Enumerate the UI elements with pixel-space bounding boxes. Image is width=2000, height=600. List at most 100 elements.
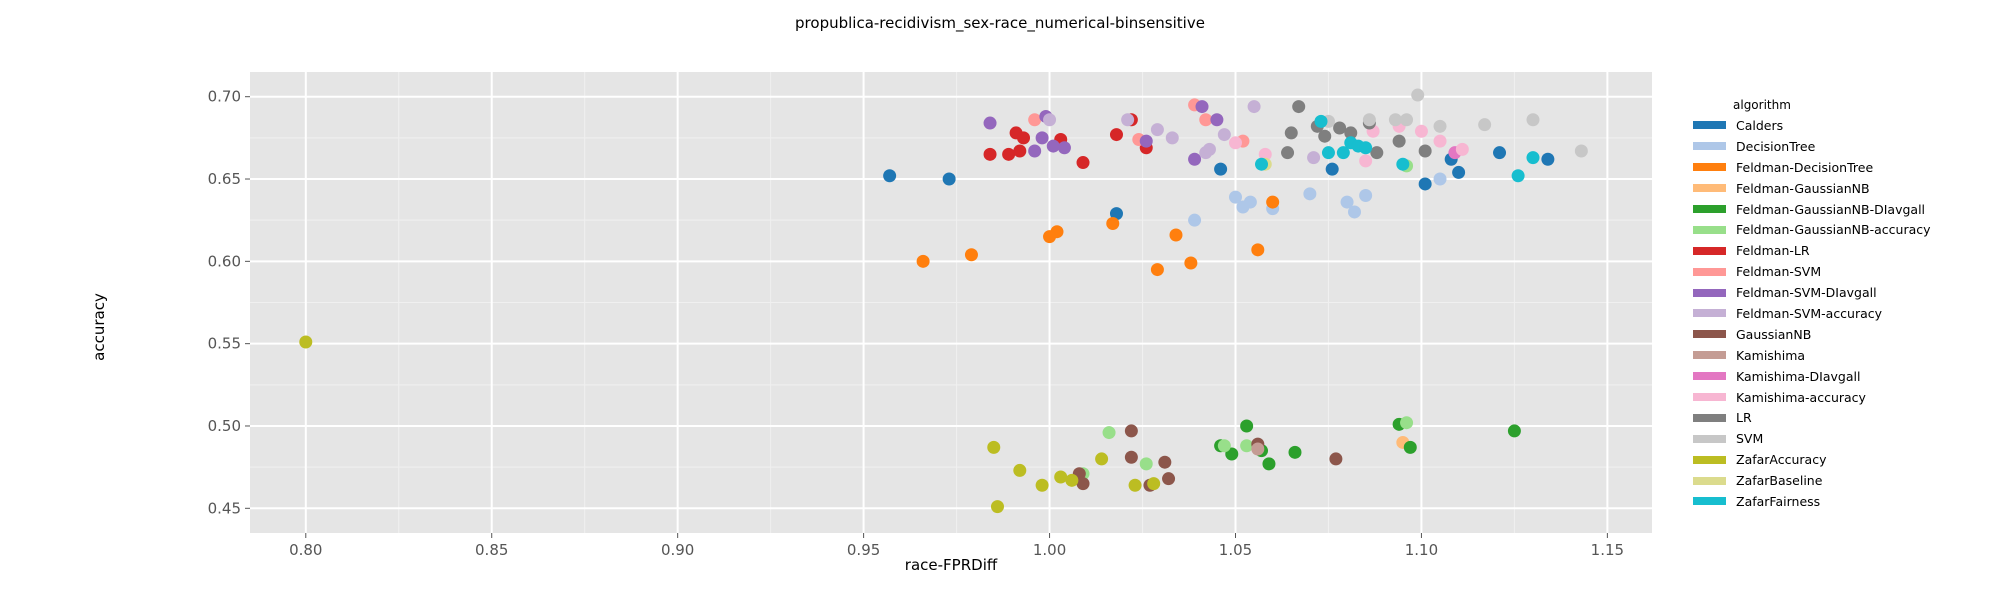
chart-title: propublica-recidivism_sex-race_numerical…	[795, 14, 1205, 32]
data-point-feldman-gaussiannb-diavgall	[1403, 440, 1417, 454]
data-point-feldman-svm-accuracy	[1165, 131, 1179, 145]
legend-label: LR	[1736, 410, 1752, 426]
legend-swatch	[1693, 351, 1726, 360]
legend-item: SVM	[1693, 428, 1931, 449]
data-point-calders	[1214, 162, 1228, 176]
data-point-calders	[883, 169, 897, 183]
data-point-lr	[1281, 146, 1295, 160]
data-point-svm	[1411, 88, 1425, 102]
x-tick-label: 1.15	[1591, 541, 1624, 559]
y-tick-label: 0.45	[208, 499, 241, 517]
data-point-decisiontree	[1303, 187, 1317, 201]
data-point-svm	[1362, 113, 1376, 127]
legend-item: Kamishima	[1693, 345, 1931, 366]
data-point-zafaraccuracy	[299, 335, 313, 349]
data-point-feldman-gaussiannb-accuracy	[1102, 426, 1116, 440]
legend-item: GaussianNB	[1693, 324, 1931, 345]
legend: algorithm Calders DecisionTree Feldman-Dec…	[1693, 95, 1931, 512]
legend-title: algorithm	[1733, 98, 1791, 112]
data-point-feldman-decisiontree	[1150, 263, 1164, 277]
data-point-feldman-svm-diavgall	[1028, 144, 1042, 158]
data-point-feldman-svm-diavgall	[1139, 134, 1153, 148]
data-point-zafaraccuracy	[1065, 473, 1079, 487]
legend-item: Feldman-SVM	[1693, 261, 1931, 282]
data-point-decisiontree	[1243, 195, 1257, 209]
legend-swatch	[1693, 434, 1726, 443]
data-point-zafaraccuracy	[1013, 463, 1027, 477]
data-point-gaussiannb	[1124, 424, 1138, 438]
data-point-zafarfairness	[1336, 146, 1350, 160]
legend-item: Feldman-GaussianNB	[1693, 178, 1931, 199]
legend-item: Calders	[1693, 115, 1931, 136]
data-point-kamishima-accuracy	[1359, 154, 1373, 168]
data-point-feldman-lr	[983, 147, 997, 161]
y-axis-label: accuracy	[90, 293, 108, 361]
data-point-decisiontree	[1347, 205, 1361, 219]
y-tick-label: 0.50	[208, 417, 241, 435]
legend-swatch	[1693, 288, 1726, 297]
legend-swatch	[1693, 225, 1726, 234]
data-point-feldman-gaussiannb-accuracy	[1139, 457, 1153, 471]
legend-label: Kamishima-accuracy	[1736, 389, 1866, 405]
data-point-feldman-svm-accuracy	[1121, 113, 1135, 127]
legend-swatch	[1693, 267, 1726, 276]
legend-swatch	[1693, 393, 1726, 402]
legend-label: Feldman-SVM-DIavgall	[1736, 285, 1877, 301]
data-point-decisiontree	[1188, 213, 1202, 227]
data-point-feldman-decisiontree	[1251, 243, 1265, 257]
data-point-zafaraccuracy	[1147, 477, 1161, 491]
x-tick-label: 0.95	[847, 541, 880, 559]
data-point-calders	[942, 172, 956, 186]
data-point-lr	[1344, 126, 1358, 140]
data-point-feldman-svm-accuracy	[1202, 142, 1216, 156]
legend-label: ZafarBaseline	[1736, 473, 1823, 489]
axis-ticks: 0.80 0.85 0.90 0.95 1.00 1.05 1.10 1.15 0.45 0.50…	[208, 88, 1624, 559]
data-point-feldman-gaussiannb-accuracy	[1217, 439, 1231, 453]
legend-label: Feldman-GaussianNB-DIavgall	[1736, 201, 1926, 217]
data-point-lr	[1284, 126, 1298, 140]
legend-label: Kamishima-DIavgall	[1736, 368, 1861, 384]
legend-label: ZafarAccuracy	[1736, 452, 1827, 468]
data-point-svm	[1478, 118, 1492, 132]
data-point-zafaraccuracy	[1095, 452, 1109, 466]
data-point-feldman-decisiontree	[1169, 228, 1183, 242]
data-point-feldman-lr	[1013, 144, 1027, 158]
data-point-feldman-decisiontree	[1184, 256, 1198, 270]
legend-item: Feldman-GaussianNB-DIavgall	[1693, 199, 1931, 220]
legend-item: ZafarAccuracy	[1693, 449, 1931, 470]
legend-label: Feldman-DecisionTree	[1736, 159, 1874, 175]
data-point-feldman-gaussiannb-diavgall	[1288, 445, 1302, 459]
legend-swatch	[1693, 455, 1726, 464]
legend-label: GaussianNB	[1736, 326, 1812, 342]
data-point-feldman-svm-diavgall	[1035, 131, 1049, 145]
data-point-feldman-svm-diavgall	[1210, 113, 1224, 127]
legend-label: Kamishima	[1736, 347, 1806, 363]
data-point-gaussiannb	[1124, 450, 1138, 464]
data-point-svm	[1526, 113, 1540, 127]
data-point-lr	[1392, 134, 1406, 148]
legend-label: Feldman-GaussianNB-accuracy	[1736, 222, 1931, 238]
data-point-feldman-svm-diavgall	[1046, 139, 1060, 153]
data-point-feldman-lr	[1002, 147, 1016, 161]
data-point-gaussiannb	[1329, 452, 1343, 466]
data-point-kamishima-accuracy	[1455, 142, 1469, 156]
legend-item: Kamishima-accuracy	[1693, 387, 1931, 408]
legend-label: SVM	[1736, 431, 1764, 447]
data-point-zafarfairness	[1255, 157, 1269, 171]
data-point-calders	[1109, 207, 1123, 221]
data-point-feldman-svm-accuracy	[1150, 123, 1164, 137]
legend-label: Feldman-LR	[1736, 243, 1810, 259]
data-point-feldman-svm-accuracy	[1247, 100, 1261, 114]
x-axis-label: race-FPRDiff	[904, 556, 998, 574]
data-point-zafaraccuracy	[990, 500, 1004, 514]
y-tick-label: 0.55	[208, 335, 241, 353]
legend-item: Feldman-GaussianNB-accuracy	[1693, 219, 1931, 240]
data-point-lr	[1318, 129, 1332, 143]
data-point-svm	[1574, 144, 1588, 158]
legend-item: ZafarBaseline	[1693, 470, 1931, 491]
data-point-svm	[1433, 119, 1447, 133]
legend-label: Feldman-GaussianNB	[1736, 180, 1870, 196]
legend-item: Kamishima-DIavgall	[1693, 366, 1931, 387]
data-point-lr	[1333, 121, 1347, 135]
